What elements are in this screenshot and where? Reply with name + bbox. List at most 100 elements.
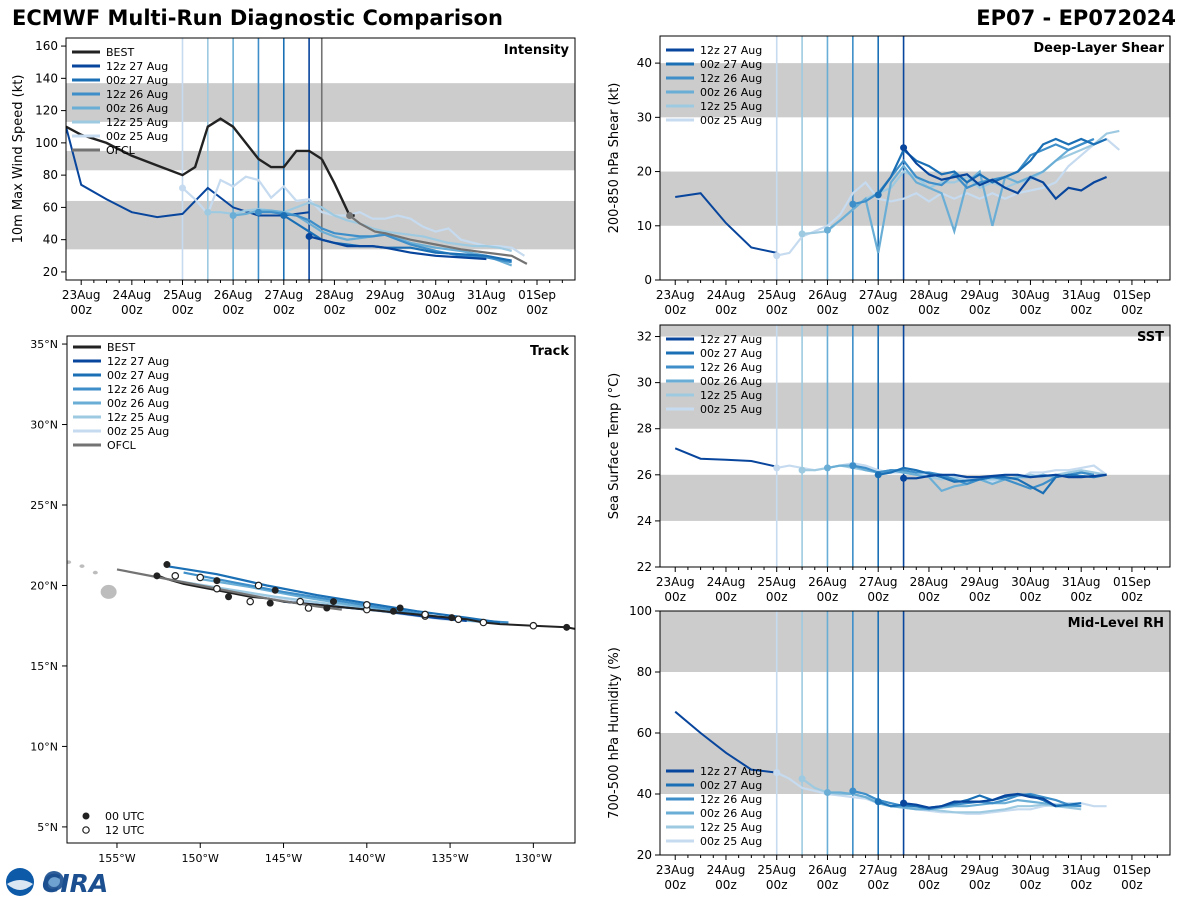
lon-tick-label: 145°W	[265, 852, 302, 864]
y-tick-label: 26	[637, 468, 652, 482]
island-shape	[79, 564, 85, 568]
x-tick-label: 28Aug	[910, 575, 949, 589]
lon-tick-label: 140°W	[348, 852, 385, 864]
x-tick-label: 00z	[969, 878, 991, 892]
run-init-point	[823, 464, 831, 472]
x-tick-label: 00z	[1121, 878, 1143, 892]
x-tick-label: 31Aug	[1062, 863, 1101, 877]
x-tick-label: 01Sep	[1113, 288, 1151, 302]
x-tick-label: 31Aug	[467, 288, 506, 302]
history-line	[675, 192, 777, 254]
fix-12utc-marker	[213, 584, 221, 593]
track-legend-label: BEST	[107, 341, 135, 354]
x-tick-label: 30Aug	[1011, 863, 1050, 877]
legend-label: 12z 27 Aug	[106, 60, 168, 73]
legend-label: 12z 27 Aug	[700, 333, 762, 346]
y-axis-label: 200-850 hPa Shear (kt)	[607, 83, 622, 234]
y-tick-label: 20	[637, 165, 652, 179]
x-tick-label: 00z	[172, 303, 194, 317]
x-tick-label: 26Aug	[808, 288, 847, 302]
x-tick-label: 00z	[121, 303, 143, 317]
x-tick-label: 00z	[969, 303, 991, 317]
x-tick-label: 01Sep	[1113, 575, 1151, 589]
track-legend-label: 00z 25 Aug	[107, 425, 169, 438]
best-track-line	[66, 117, 323, 177]
fix-12utc-marker	[421, 610, 429, 619]
track-legend-label: 00z 27 Aug	[107, 369, 169, 382]
track-chart: 5°N 10°N 15°N 20°N 25°N 30°N 35°N 155°W 150°W 145…	[30, 335, 576, 864]
lat-tick-label: 15°N	[30, 660, 58, 673]
x-tick-label: 27Aug	[859, 863, 898, 877]
run-line	[181, 175, 525, 257]
fix-00utc-marker	[563, 623, 571, 631]
legend-label: 00z 27 Aug	[700, 779, 762, 792]
plot-frame	[659, 35, 1171, 281]
history-line	[674, 710, 777, 774]
cira-logo: CIRA	[6, 868, 108, 898]
run-track-line	[183, 571, 509, 624]
storm-id-title: EP07 - EP072024	[976, 6, 1176, 30]
x-tick-label: 00z	[766, 878, 788, 892]
run-line	[903, 792, 1057, 809]
y-tick-label: 120	[35, 104, 58, 118]
legend-00utc-label: 00 UTC	[105, 810, 145, 823]
x-tick-label: 24Aug	[707, 575, 746, 589]
y-tick-label: 100	[629, 604, 652, 618]
fix-00utc-marker	[396, 604, 404, 612]
x-tick-label: 01Sep	[518, 288, 556, 302]
panel-title: SST	[1137, 330, 1164, 345]
x-tick-label: 25Aug	[757, 863, 796, 877]
lon-tick-label: 155°W	[98, 852, 135, 864]
panel-title: Intensity	[504, 43, 570, 58]
legend-label: 00z 27 Aug	[700, 347, 762, 360]
fix-00utc-marker	[163, 561, 171, 569]
x-tick-label: 29Aug	[366, 288, 405, 302]
fix-00utc-marker	[213, 577, 221, 585]
x-tick-label: 00z	[664, 303, 686, 317]
x-tick-label: 00z	[1070, 878, 1092, 892]
legend-label: 00z 25 Aug	[700, 835, 762, 848]
x-tick-label: 00z	[1070, 303, 1092, 317]
y-axis-label: Sea Surface Temp (°C)	[607, 373, 622, 520]
y-tick-label: 40	[637, 787, 652, 801]
fix-00utc-marker	[266, 599, 274, 607]
panel-title: Deep-Layer Shear	[1033, 41, 1164, 56]
y-tick-label: 20	[637, 848, 652, 862]
x-tick-label: 00z	[476, 303, 498, 317]
x-tick-label: 27Aug	[264, 288, 303, 302]
x-tick-label: 25Aug	[163, 288, 202, 302]
x-tick-label: 00z	[918, 590, 940, 604]
y-axis-label: 10m Max Wind Speed (kt)	[11, 75, 26, 244]
run-line	[826, 137, 1095, 254]
panel-title: Mid-Level RH	[1068, 616, 1164, 631]
y-tick-label: 20	[43, 265, 58, 279]
fix-12utc-marker	[171, 572, 180, 580]
x-tick-label: 00z	[70, 303, 92, 317]
run-init-point	[874, 798, 882, 806]
legend-label: 12z 27 Aug	[700, 44, 762, 57]
fix-12utc-marker	[196, 573, 205, 582]
map-area	[67, 560, 575, 631]
x-tick-label: 00z	[867, 590, 889, 604]
y-tick-label: 28	[637, 422, 652, 436]
island-shape	[67, 560, 72, 564]
x-tick-label: 00z	[766, 303, 788, 317]
y-tick-label: 40	[637, 56, 652, 70]
y-tick-label: 60	[637, 726, 652, 740]
fix-12utc-marker	[529, 621, 538, 630]
x-tick-label: 00z	[715, 303, 737, 317]
panel-title: Track	[530, 344, 569, 359]
x-tick-label: 31Aug	[1062, 575, 1101, 589]
category-band	[66, 150, 575, 171]
x-tick-label: 23Aug	[656, 863, 695, 877]
x-tick-label: 00z	[969, 590, 991, 604]
x-tick-label: 00z	[664, 590, 686, 604]
x-tick-label: 00z	[324, 303, 346, 317]
run-line	[308, 235, 487, 261]
run-init-point	[900, 144, 908, 152]
run-line	[776, 137, 1121, 257]
legend-label: 00z 25 Aug	[700, 114, 762, 127]
lat-tick-label: 10°N	[30, 740, 58, 753]
x-tick-label: 00z	[918, 878, 940, 892]
lon-tick-label: 130°W	[515, 852, 552, 864]
